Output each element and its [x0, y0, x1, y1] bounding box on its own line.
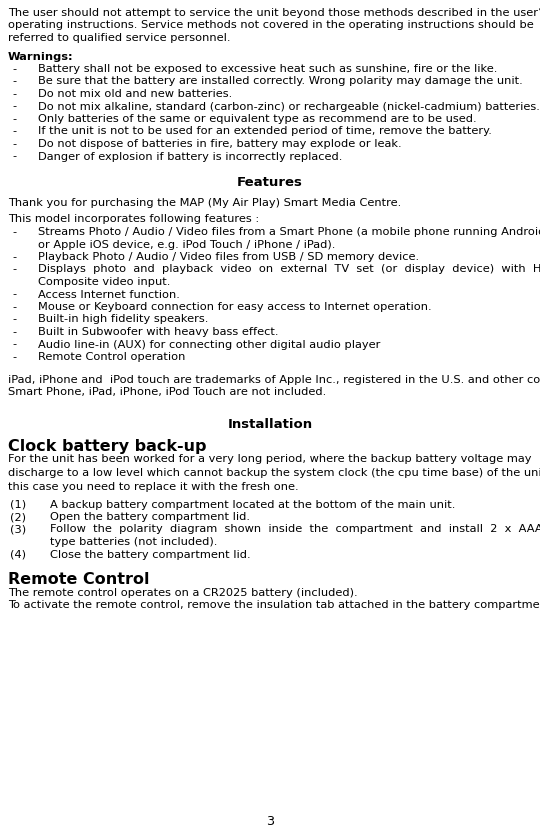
Text: -: - — [12, 114, 16, 124]
Text: Battery shall not be exposed to excessive heat such as sunshine, fire or the lik: Battery shall not be exposed to excessiv… — [38, 64, 497, 74]
Text: Warnings:: Warnings: — [8, 51, 73, 62]
Text: The remote control operates on a CR2025 battery (included).: The remote control operates on a CR2025 … — [8, 588, 357, 598]
Text: Mouse or Keyboard connection for easy access to Internet operation.: Mouse or Keyboard connection for easy ac… — [38, 302, 431, 312]
Text: If the unit is not to be used for an extended period of time, remove the battery: If the unit is not to be used for an ext… — [38, 126, 492, 136]
Text: This model incorporates following features :: This model incorporates following featur… — [8, 214, 259, 224]
Text: For the unit has been worked for a very long period, where the backup battery vo: For the unit has been worked for a very … — [8, 455, 531, 464]
Text: Close the battery compartment lid.: Close the battery compartment lid. — [50, 549, 251, 559]
Text: Features: Features — [237, 176, 303, 189]
Text: Composite video input.: Composite video input. — [38, 277, 171, 287]
Text: -: - — [12, 139, 16, 149]
Text: To activate the remote control, remove the insulation tab attached in the batter: To activate the remote control, remove t… — [8, 601, 540, 610]
Text: Do not mix alkaline, standard (carbon-zinc) or rechargeable (nickel-cadmium) bat: Do not mix alkaline, standard (carbon-zi… — [38, 101, 540, 111]
Text: (4): (4) — [10, 549, 26, 559]
Text: Smart Phone, iPad, iPhone, iPod Touch are not included.: Smart Phone, iPad, iPhone, iPod Touch ar… — [8, 387, 326, 397]
Text: Follow  the  polarity  diagram  shown  inside  the  compartment  and  install  2: Follow the polarity diagram shown inside… — [50, 525, 540, 535]
Text: Remote Control operation: Remote Control operation — [38, 352, 185, 362]
Text: -: - — [12, 302, 16, 312]
Text: -: - — [12, 290, 16, 299]
Text: -: - — [12, 265, 16, 275]
Text: Only batteries of the same or equivalent type as recommend are to be used.: Only batteries of the same or equivalent… — [38, 114, 477, 124]
Text: -: - — [12, 227, 16, 237]
Text: iPad, iPhone and  iPod touch are trademarks of Apple Inc., registered in the U.S: iPad, iPhone and iPod touch are trademar… — [8, 375, 540, 384]
Text: -: - — [12, 352, 16, 362]
Text: Be sure that the battery are installed correctly. Wrong polarity may damage the : Be sure that the battery are installed c… — [38, 77, 523, 87]
Text: Do not dispose of batteries in fire, battery may explode or leak.: Do not dispose of batteries in fire, bat… — [38, 139, 402, 149]
Text: Thank you for purchasing the MAP (My Air Play) Smart Media Centre.: Thank you for purchasing the MAP (My Air… — [8, 198, 401, 208]
Text: Streams Photo / Audio / Video files from a Smart Phone (a mobile phone running A: Streams Photo / Audio / Video files from… — [38, 227, 540, 237]
Text: -: - — [12, 252, 16, 262]
Text: operating instructions. Service methods not covered in the operating instruction: operating instructions. Service methods … — [8, 21, 534, 31]
Text: The user should not attempt to service the unit beyond those methods described i: The user should not attempt to service t… — [8, 8, 540, 18]
Text: Danger of explosion if battery is incorrectly replaced.: Danger of explosion if battery is incorr… — [38, 152, 342, 162]
Text: -: - — [12, 77, 16, 87]
Text: -: - — [12, 126, 16, 136]
Text: -: - — [12, 89, 16, 99]
Text: Installation: Installation — [227, 417, 313, 431]
Text: this case you need to replace it with the fresh one.: this case you need to replace it with th… — [8, 483, 299, 493]
Text: Built-in high fidelity speakers.: Built-in high fidelity speakers. — [38, 314, 208, 324]
Text: discharge to a low level which cannot backup the system clock (the cpu time base: discharge to a low level which cannot ba… — [8, 469, 540, 478]
Text: -: - — [12, 101, 16, 111]
Text: A backup battery compartment located at the bottom of the main unit.: A backup battery compartment located at … — [50, 499, 455, 510]
Text: -: - — [12, 327, 16, 337]
Text: -: - — [12, 314, 16, 324]
Text: -: - — [12, 64, 16, 74]
Text: or Apple iOS device, e.g. iPod Touch / iPhone / iPad).: or Apple iOS device, e.g. iPod Touch / i… — [38, 239, 335, 249]
Text: Open the battery compartment lid.: Open the battery compartment lid. — [50, 512, 250, 522]
Text: Audio line-in (AUX) for connecting other digital audio player: Audio line-in (AUX) for connecting other… — [38, 340, 380, 350]
Text: Access Internet function.: Access Internet function. — [38, 290, 180, 299]
Text: 3: 3 — [266, 815, 274, 825]
Text: (3): (3) — [10, 525, 26, 535]
Text: Remote Control: Remote Control — [8, 572, 150, 587]
Text: Do not mix old and new batteries.: Do not mix old and new batteries. — [38, 89, 232, 99]
Text: (2): (2) — [10, 512, 26, 522]
Text: referred to qualified service personnel.: referred to qualified service personnel. — [8, 33, 231, 43]
Text: Clock battery back-up: Clock battery back-up — [8, 439, 206, 454]
Text: Playback Photo / Audio / Video files from USB / SD memory device.: Playback Photo / Audio / Video files fro… — [38, 252, 419, 262]
Text: (1): (1) — [10, 499, 26, 510]
Text: -: - — [12, 340, 16, 350]
Text: type batteries (not included).: type batteries (not included). — [50, 537, 218, 547]
Text: Displays  photo  and  playback  video  on  external  TV  set  (or  display  devi: Displays photo and playback video on ext… — [38, 265, 540, 275]
Text: -: - — [12, 152, 16, 162]
Text: Built in Subwoofer with heavy bass effect.: Built in Subwoofer with heavy bass effec… — [38, 327, 279, 337]
